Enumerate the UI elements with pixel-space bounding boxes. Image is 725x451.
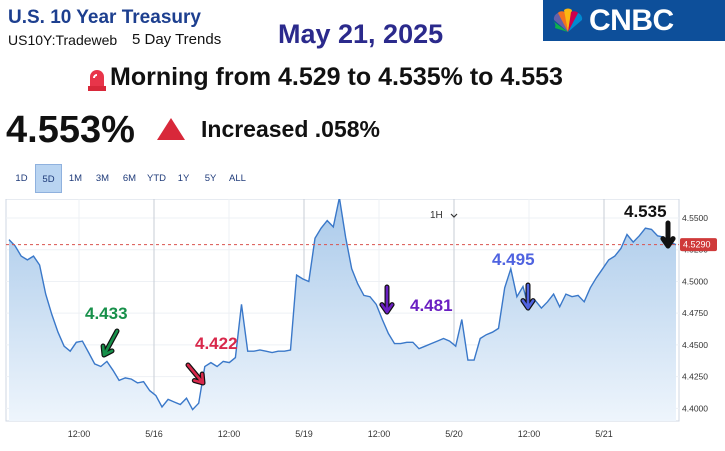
- y-tick-label: 4.4250: [682, 372, 708, 382]
- range-button-6m[interactable]: 6M: [122, 173, 137, 184]
- x-tick-label: 12:00: [368, 429, 391, 439]
- annotation-arrow-icon: [520, 282, 536, 311]
- annotation-label: 4.481: [410, 296, 453, 315]
- interval-selector[interactable]: 1H: [430, 210, 458, 221]
- annotation-arrow-icon: [379, 284, 395, 315]
- yield-chart[interactable]: 4.40004.42504.45004.47504.50004.52504.55…: [0, 199, 725, 451]
- ticker-symbol: US10Y:Tradeweb: [8, 32, 118, 48]
- x-tick-label: 5/20: [445, 429, 463, 439]
- annotation-label: 4.422: [195, 334, 238, 353]
- logo-text: CNBC: [589, 3, 674, 37]
- annotation-arrow-icon: [100, 328, 120, 358]
- series-area: [9, 199, 676, 421]
- annotation-label: 4.495: [492, 250, 535, 269]
- y-tick-label: 4.4500: [682, 340, 708, 350]
- peacock-icon: [553, 7, 583, 32]
- headline: Morning from 4.529 to 4.535% to 4.553: [84, 63, 563, 92]
- x-tick-label: 5/19: [295, 429, 313, 439]
- series-line: [8, 199, 677, 411]
- current-value-text: 4.5290: [683, 240, 711, 250]
- range-button-5y[interactable]: 5Y: [204, 173, 217, 184]
- x-tick-label: 12:00: [218, 429, 241, 439]
- y-tick-label: 4.5500: [682, 213, 708, 223]
- x-tick-label: 5/16: [145, 429, 163, 439]
- annotation-label: 4.433: [85, 304, 128, 323]
- interval-label[interactable]: 1H: [430, 210, 443, 221]
- annotations: 4.433 4.422 4.481 4.495 4.535: [85, 202, 676, 386]
- y-tick-label: 4.4750: [682, 308, 708, 318]
- x-tick-label: 12:00: [518, 429, 541, 439]
- change-text: Increased .058%: [201, 116, 381, 142]
- range-button-1m[interactable]: 1M: [68, 173, 83, 184]
- chart-title: U.S. 10 Year Treasury: [8, 7, 201, 28]
- range-button-5d[interactable]: 5D: [35, 164, 62, 193]
- date-label: May 21, 2025: [278, 19, 444, 49]
- x-tick-label: 12:00: [68, 429, 91, 439]
- y-tick-label: 4.4000: [682, 403, 708, 413]
- range-button-ytd[interactable]: YTD: [147, 173, 166, 184]
- x-tick-label: 5/21: [595, 429, 613, 439]
- range-button-1y[interactable]: 1Y: [177, 173, 190, 184]
- up-triangle-icon: [157, 118, 185, 140]
- range-button-1d[interactable]: 1D: [15, 173, 28, 184]
- current-value-tag: 4.5290: [680, 238, 717, 252]
- x-axis: 12:00 5/16 12:00 5/19 12:00 5/20 12:00 5/21: [68, 429, 613, 439]
- annotation-arrow-icon: [185, 362, 206, 386]
- headline-text: Morning from 4.529 to 4.535% to 4.553: [110, 63, 563, 91]
- trends-label: 5 Day Trends: [132, 31, 222, 48]
- y-tick-label: 4.5000: [682, 276, 708, 286]
- annotation-label: 4.535: [624, 202, 667, 221]
- range-button-3m[interactable]: 3M: [95, 173, 110, 184]
- cnbc-logo: CNBC: [543, 0, 725, 41]
- annotation-arrow-icon: [660, 220, 676, 249]
- chevron-down-icon: [450, 213, 458, 218]
- current-price: 4.553%: [6, 109, 135, 151]
- alarm-light-icon: [88, 70, 106, 91]
- range-selector: 1D 5D 1M 3M 6M YTD 1Y 5Y ALL: [8, 164, 251, 193]
- range-button-all[interactable]: ALL: [229, 173, 246, 184]
